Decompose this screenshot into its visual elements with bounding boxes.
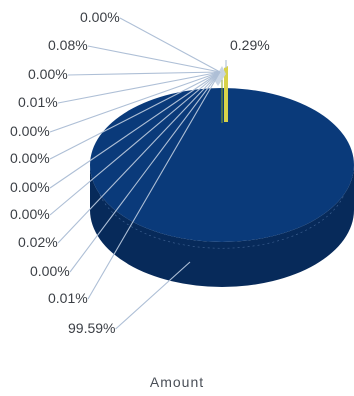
slice-label-7: 0.00% (10, 206, 50, 222)
leader-line-9 (69, 71, 221, 273)
leader-line-8 (57, 71, 221, 244)
slice-label-10: 0.01% (48, 290, 88, 306)
leader-line-6 (49, 71, 221, 189)
small-slices-cluster (214, 66, 226, 86)
leader-line-0 (119, 17, 221, 73)
leader-line-10 (87, 71, 221, 300)
slice-labels: 0.00% 0.08% 0.00% 0.01% 0.00% 0.00% 0.00% 0.00%… (10, 9, 270, 336)
leader-line-1 (87, 45, 221, 73)
pie-body (90, 66, 354, 287)
leader-lines (49, 17, 227, 330)
pie-rim-seam (99, 194, 345, 249)
slice-label-11: 99.59% (68, 320, 115, 336)
leader-line-4 (49, 71, 221, 133)
slice-label-5: 0.00% (10, 150, 50, 166)
leader-line-7 (49, 71, 221, 216)
slice-label-1: 0.08% (48, 37, 88, 53)
leader-line-11 (115, 261, 191, 330)
leader-line-5 (49, 71, 221, 160)
slice-label-0: 0.00% (80, 9, 120, 25)
slice-12 (224, 66, 228, 122)
slice-label-3: 0.01% (18, 94, 58, 110)
leader-line-3 (57, 71, 221, 104)
slice-label-9: 0.00% (30, 263, 70, 279)
axis-title: Amount (149, 374, 205, 390)
slice-label-2: 0.00% (28, 66, 68, 82)
slice-label-6: 0.00% (10, 179, 50, 195)
leader-line-2 (67, 71, 221, 76)
slice-label-4: 0.00% (10, 123, 50, 139)
slice-label-8: 0.02% (18, 234, 58, 250)
slice-label-12: 0.29% (230, 37, 270, 53)
slice-side-11 (90, 165, 354, 287)
